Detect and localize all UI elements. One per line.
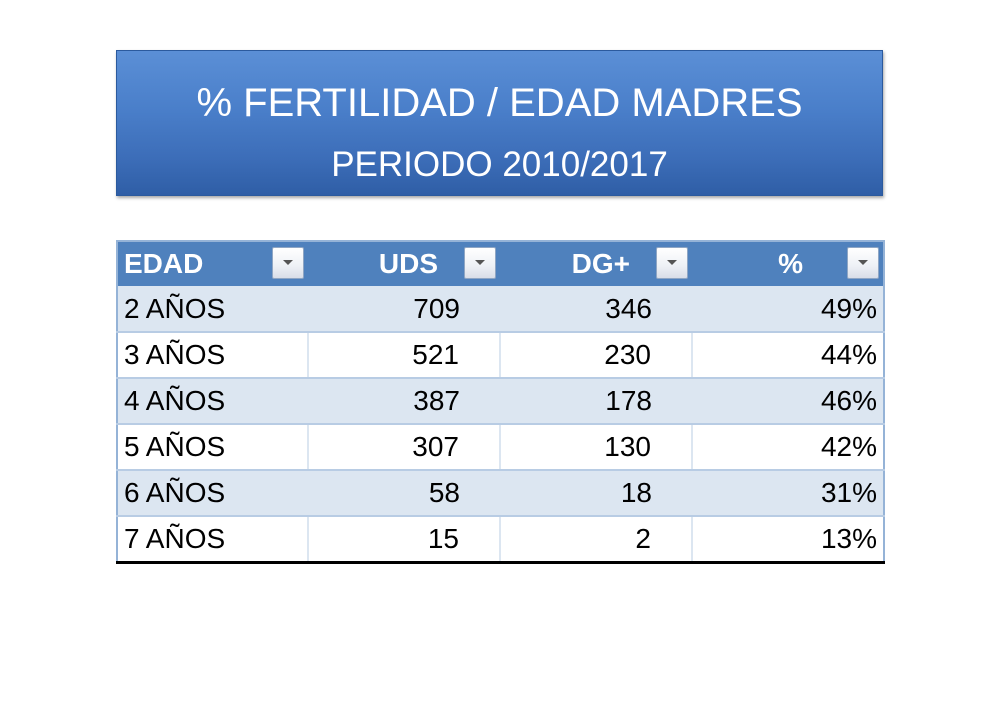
dropdown-arrow-icon (858, 260, 868, 265)
table-row: 5 AÑOS 307 130 42% (116, 424, 885, 471)
column-header-label: EDAD (124, 248, 204, 279)
column-header-edad: EDAD (116, 240, 308, 286)
cell-pct[interactable]: 46% (692, 378, 885, 425)
cell-pct[interactable]: 42% (691, 424, 885, 471)
cell-uds[interactable]: 58 (308, 470, 500, 517)
column-header-label: DG+ (571, 248, 630, 279)
cell-uds[interactable]: 307 (307, 424, 500, 471)
cell-uds[interactable]: 709 (308, 286, 500, 333)
title-banner: % FERTILIDAD / EDAD MADRES PERIODO 2010/… (116, 50, 883, 196)
table-row: 3 AÑOS 521 230 44% (116, 332, 885, 379)
dropdown-arrow-icon (475, 260, 485, 265)
table-header-row: EDAD UDS DG+ % (116, 240, 885, 286)
banner-title: % FERTILIDAD / EDAD MADRES (196, 81, 803, 125)
cell-dg[interactable]: 178 (500, 378, 692, 425)
table-row: 4 AÑOS 387 178 46% (116, 378, 885, 425)
cell-edad[interactable]: 7 AÑOS (116, 516, 308, 564)
filter-dropdown-button-uds[interactable] (464, 247, 496, 279)
column-header-dg: DG+ (500, 240, 692, 286)
cell-uds[interactable]: 521 (307, 332, 500, 379)
cell-edad[interactable]: 5 AÑOS (116, 424, 308, 471)
filter-dropdown-button-edad[interactable] (272, 247, 304, 279)
table-row: 2 AÑOS 709 346 49% (116, 286, 885, 333)
cell-dg[interactable]: 130 (499, 424, 692, 471)
table-row: 7 AÑOS 15 2 13% (116, 516, 885, 564)
banner-subtitle: PERIODO 2010/2017 (331, 145, 668, 184)
cell-edad[interactable]: 2 AÑOS (116, 286, 308, 333)
dropdown-arrow-icon (283, 260, 293, 265)
cell-edad[interactable]: 3 AÑOS (116, 332, 308, 379)
column-header-label: UDS (378, 248, 438, 279)
filter-dropdown-button-dg[interactable] (656, 247, 688, 279)
cell-uds[interactable]: 387 (308, 378, 500, 425)
cell-dg[interactable]: 2 (499, 516, 692, 564)
cell-uds[interactable]: 15 (307, 516, 500, 564)
cell-edad[interactable]: 6 AÑOS (116, 470, 308, 517)
cell-dg[interactable]: 18 (500, 470, 692, 517)
column-header-label: % (778, 248, 803, 279)
data-table: EDAD UDS DG+ % (116, 240, 885, 564)
dropdown-arrow-icon (667, 260, 677, 265)
filter-dropdown-button-pct[interactable] (847, 247, 879, 279)
column-header-pct: % (692, 240, 885, 286)
cell-edad[interactable]: 4 AÑOS (116, 378, 308, 425)
table-row: 6 AÑOS 58 18 31% (116, 470, 885, 517)
cell-pct[interactable]: 13% (691, 516, 885, 564)
cell-pct[interactable]: 44% (691, 332, 885, 379)
cell-pct[interactable]: 49% (692, 286, 885, 333)
cell-dg[interactable]: 230 (499, 332, 692, 379)
column-header-uds: UDS (308, 240, 500, 286)
cell-pct[interactable]: 31% (692, 470, 885, 517)
cell-dg[interactable]: 346 (500, 286, 692, 333)
